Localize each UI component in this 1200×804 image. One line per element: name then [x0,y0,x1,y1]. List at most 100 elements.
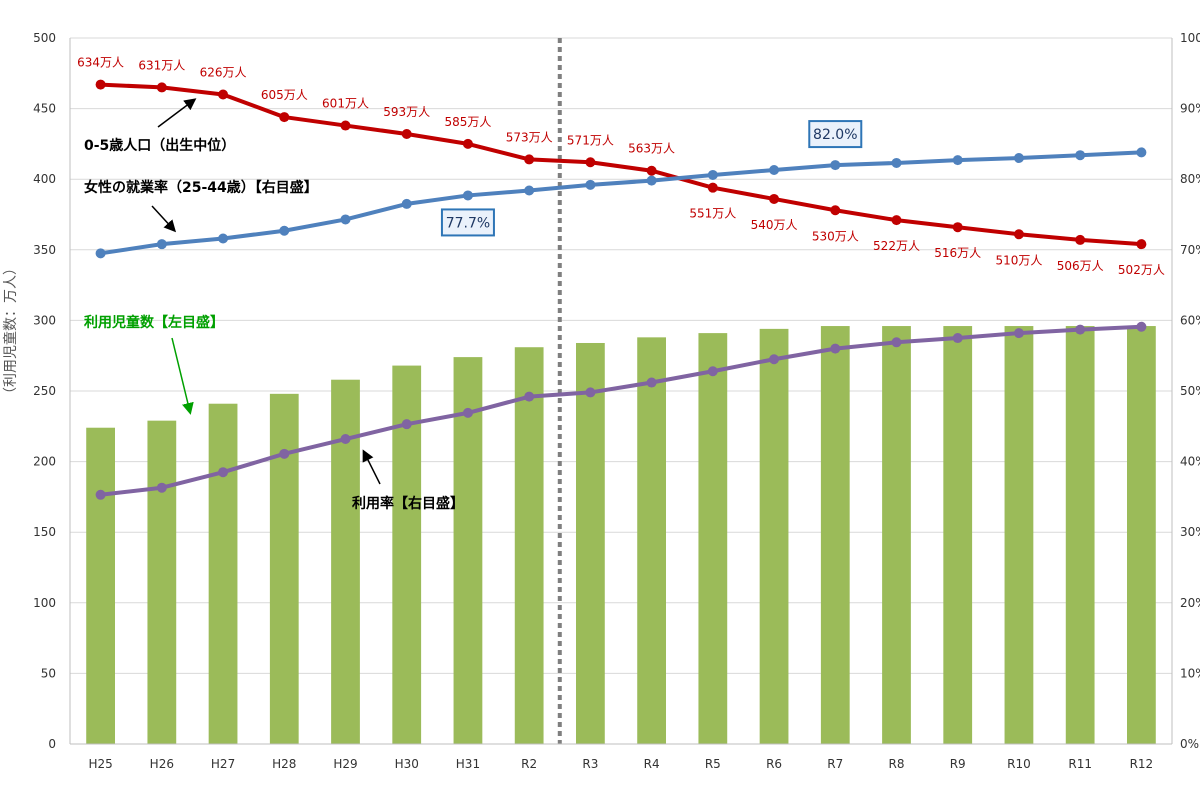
x-tick-label: R10 [1007,757,1031,771]
population-point [401,129,412,140]
usage-rate-point [95,489,106,500]
employment-rate-point [279,225,290,236]
left-tick-label: 350 [33,243,56,257]
right-tick-label: 100% [1180,31,1200,45]
x-tick-label: H29 [333,757,357,771]
employment-rate-point [1013,153,1024,164]
employment-rate-point [1075,150,1086,161]
employment-rate-point [585,179,596,190]
usage-rate-point [1013,328,1024,339]
population-point [524,154,535,165]
bar [820,326,850,744]
usage-rate-point [218,467,229,478]
annotation-arrow [362,449,381,485]
right-tick-label: 30% [1180,525,1200,539]
employment-rate-point [401,198,412,209]
bar [1127,326,1156,744]
right-tick-label: 60% [1180,313,1200,327]
bar [269,393,299,744]
population-data-label: 516万人 [934,246,981,260]
usage-rate-point [952,333,963,344]
bar [1004,326,1034,744]
x-tick-label: R4 [644,757,660,771]
employment-rate-point [891,157,902,168]
population-data-label: 506万人 [1057,259,1104,273]
population-data-label: 551万人 [689,207,736,221]
population-point [891,215,902,226]
x-tick-label: H26 [150,757,174,771]
bar [86,427,115,744]
left-tick-label: 300 [33,313,56,327]
population-data-label: 522万人 [873,239,920,253]
usage-rate-point [401,419,412,430]
x-tick-label: R7 [827,757,843,771]
callout-label: 82.0% [813,127,857,143]
employment-rate-point [340,214,351,225]
annotation-population: 0-5歳人口（出生中位） [84,137,235,154]
x-tick-label: R6 [766,757,782,771]
employment-rate-point [769,165,780,176]
usage-rate-point [585,387,596,398]
usage-rate-point [830,343,841,354]
left-tick-label: 0 [48,737,56,751]
bar [1065,326,1095,744]
callout-label: 77.7% [446,215,490,231]
population-line [100,82,1142,247]
callout-box [808,120,863,149]
bar [576,342,605,744]
gridlines [70,37,1172,745]
population-data-label: 571万人 [567,133,614,147]
population-point [1136,239,1147,250]
employment-rate-point [462,190,473,201]
employment-rate-point [830,160,841,171]
x-tick-label: R8 [889,757,905,771]
employment-rate-point [218,233,229,244]
population-data-label: 573万人 [506,130,553,144]
right-tick-label: 0% [1180,737,1199,751]
bar-series [86,326,1156,744]
annotations: 0-5歳人口（出生中位） 女性の就業率（25-44歳）【右目盛】利用児童数【左目盛… [84,98,464,512]
right-tick-label: 80% [1180,172,1200,186]
employment-rate-point [156,239,167,250]
right-tick-label: 20% [1180,596,1200,610]
left-tick-label: 450 [33,102,56,116]
bar [208,403,238,744]
population-point [830,205,841,216]
usage-rate-point [524,391,535,402]
bar [147,420,177,744]
population-data-label: 634万人 [77,56,124,70]
x-tick-label: R12 [1130,757,1154,771]
x-tick-label: H31 [456,757,480,771]
population-data-label: 593万人 [383,105,430,119]
left-tick-label: 150 [33,525,56,539]
annotation-arrow [171,337,194,415]
right-tick-label: 50% [1180,384,1200,398]
employment-rate-point [1136,147,1147,158]
line-series [95,79,1147,500]
x-tick-label: H30 [395,757,419,771]
employment-rate-line [100,150,1142,256]
population-point [646,165,657,176]
population-data-label: 585万人 [444,115,491,129]
population-point [279,112,290,123]
usage-rate-point [646,377,657,388]
bar [453,357,483,744]
population-point [585,157,596,168]
usage-rate-point [156,482,167,493]
employment-rate-point [952,155,963,166]
axes: 0 50 100 150 200 250 300 350 400 450 500 0% 10% 20% 30… [2,31,1200,771]
population-point [218,89,229,100]
left-tick-label: 200 [33,455,56,469]
x-tick-label: R9 [950,757,966,771]
left-tick-label: 50 [41,666,56,680]
bar [882,326,911,744]
bar [637,337,666,744]
employment-rate-point [95,248,106,259]
left-tick-label: 250 [33,384,56,398]
population-point [707,182,718,193]
x-tick-label: H28 [272,757,296,771]
population-data-label: 530万人 [812,229,859,243]
population-data-label: 631万人 [138,58,185,72]
